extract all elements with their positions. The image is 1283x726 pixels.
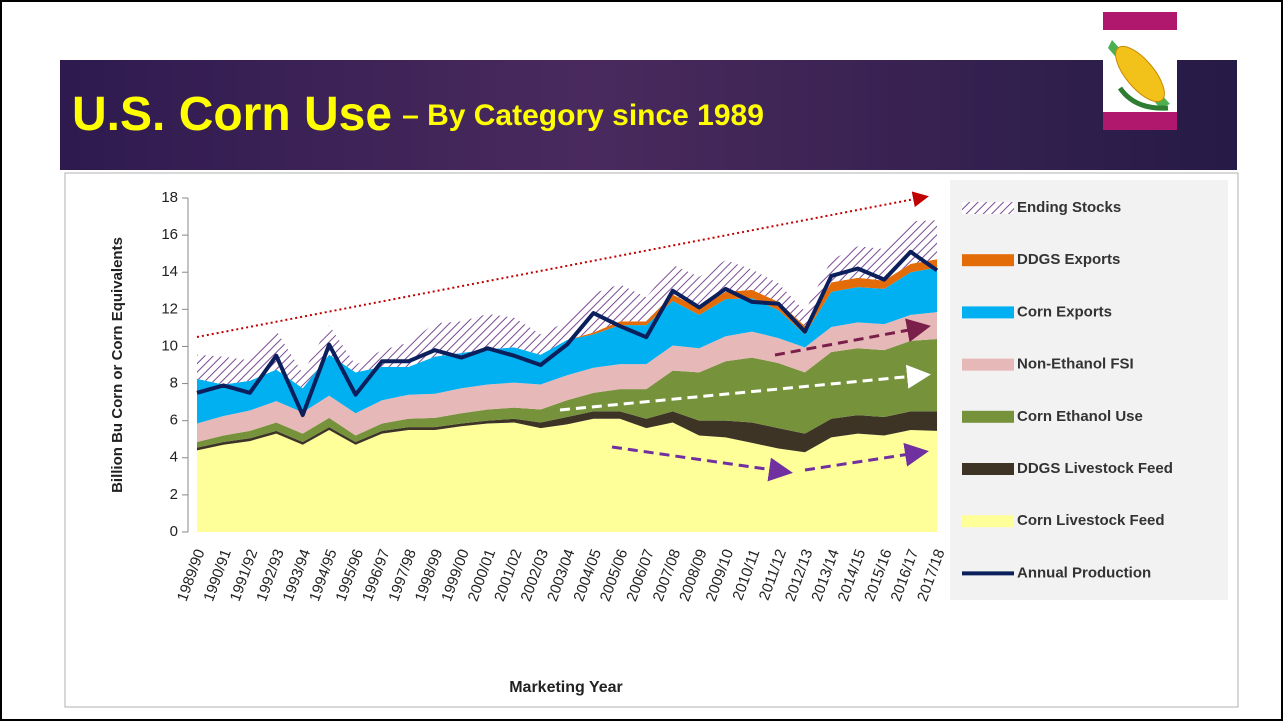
legend-swatch xyxy=(962,411,1014,423)
y-tick-label: 14 xyxy=(161,263,178,280)
y-tick-label: 2 xyxy=(170,486,178,503)
y-tick-label: 4 xyxy=(170,449,178,466)
legend-label: Non-Ethanol FSI xyxy=(1017,356,1134,373)
chart-title: U.S. Corn Use xyxy=(72,88,392,141)
y-tick-label: 10 xyxy=(161,337,178,354)
legend-swatch xyxy=(962,306,1014,318)
legend-swatch xyxy=(962,515,1014,527)
legend-label: DDGS Livestock Feed xyxy=(1017,460,1173,477)
y-tick-label: 12 xyxy=(161,300,178,317)
legend-swatch xyxy=(962,254,1014,266)
y-tick-label: 18 xyxy=(161,189,178,206)
y-axis-label: Billion Bu Corn or Corn Equivalents xyxy=(109,237,126,493)
corn-icon xyxy=(1103,12,1177,130)
slide: U.S. Corn Use – By Category since 1989 Bi… xyxy=(0,0,1283,721)
legend-swatch xyxy=(962,202,1014,214)
y-tick-label: 6 xyxy=(170,412,178,429)
y-tick-label: 16 xyxy=(161,226,178,243)
y-tick-label: 0 xyxy=(170,523,178,540)
chart-subtitle: – By Category since 1989 xyxy=(402,99,764,132)
legend-swatch xyxy=(962,463,1014,475)
legend-label: Corn Livestock Feed xyxy=(1017,512,1165,529)
page: U.S. Corn Use – By Category since 1989 Bi… xyxy=(0,0,1283,721)
legend-label: Annual Production xyxy=(1017,564,1151,581)
legend-swatch xyxy=(962,359,1014,371)
legend-label: DDGS Exports xyxy=(1017,251,1120,268)
legend-label: Ending Stocks xyxy=(1017,199,1121,216)
legend-label: Corn Exports xyxy=(1017,303,1112,320)
legend-background xyxy=(950,180,1228,600)
y-tick-label: 8 xyxy=(170,375,178,392)
x-axis-label: Marketing Year xyxy=(509,679,623,696)
legend-label: Corn Ethanol Use xyxy=(1017,408,1143,425)
